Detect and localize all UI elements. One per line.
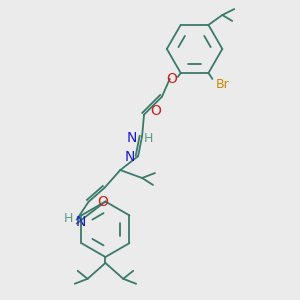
Text: H: H [143,132,153,145]
Text: Br: Br [215,78,229,92]
Text: N: N [125,150,135,164]
Text: N: N [127,131,137,146]
Text: O: O [151,103,161,118]
Text: O: O [167,72,177,86]
Text: H: H [64,212,74,225]
Text: N: N [76,214,86,229]
Text: O: O [97,195,108,209]
